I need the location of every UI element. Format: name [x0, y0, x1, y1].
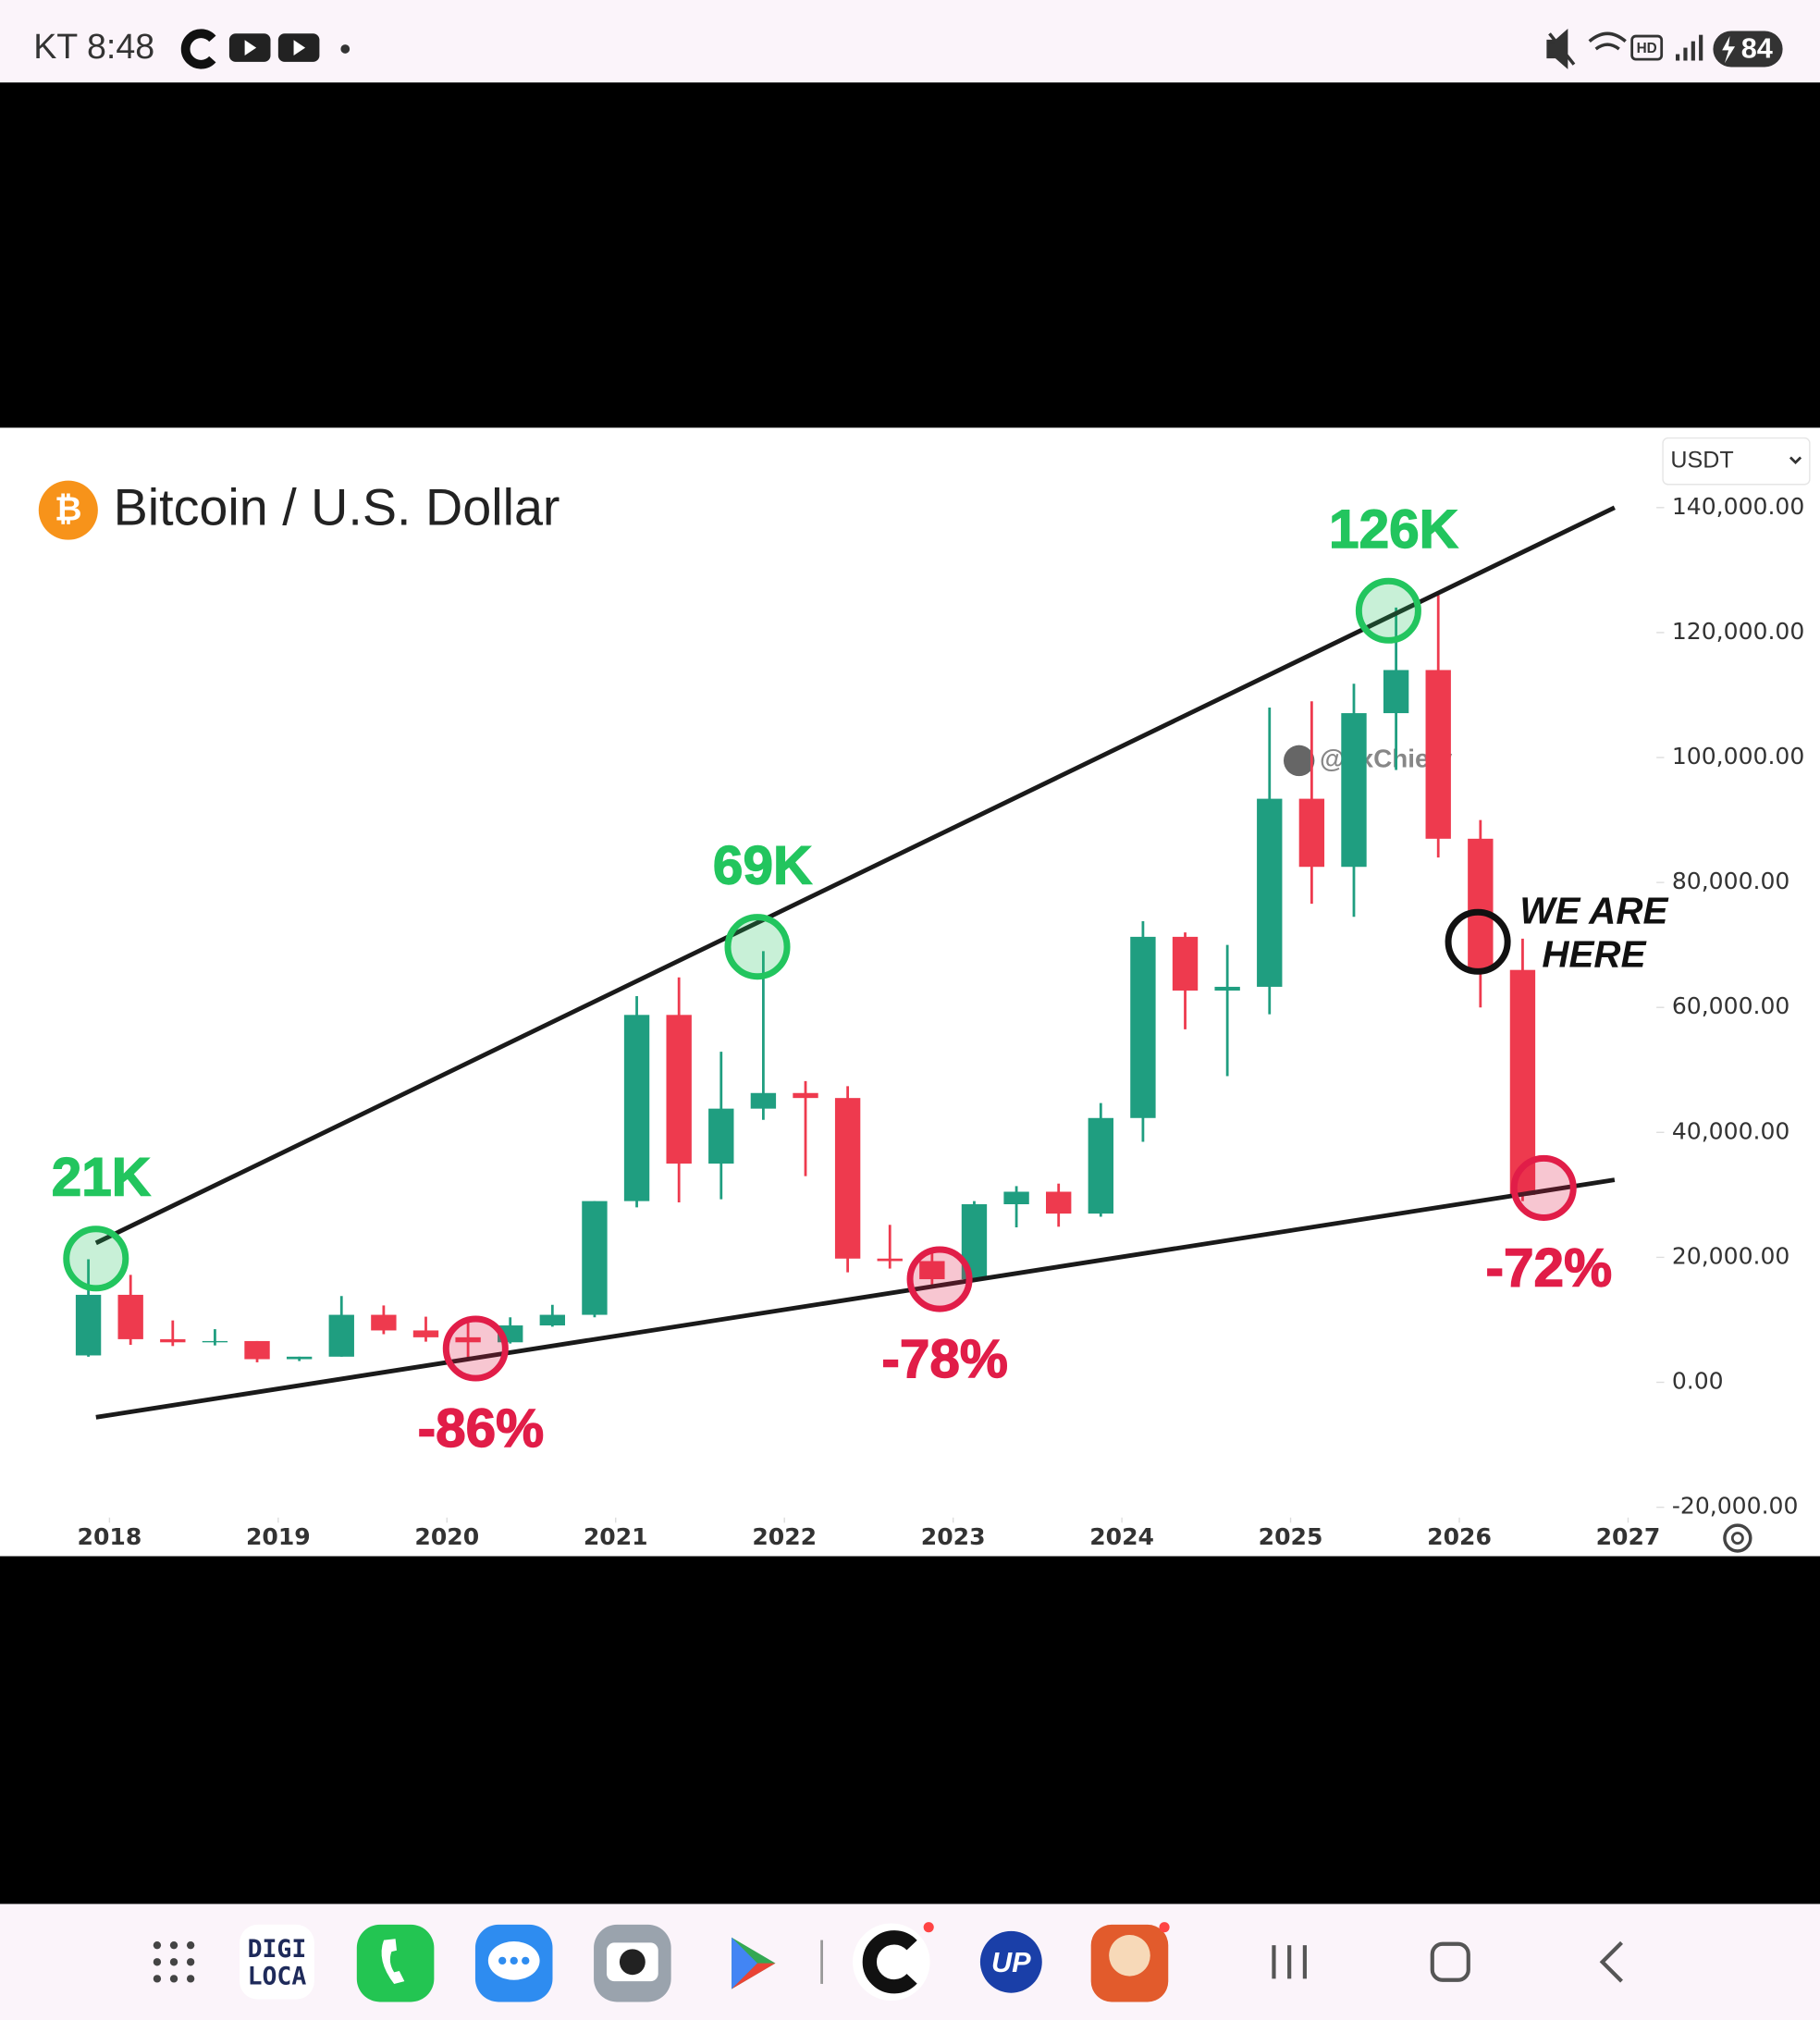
y-tick-label: 0.00 [1672, 1368, 1724, 1395]
annotation-label: 69K [713, 836, 812, 896]
coinone-app[interactable] [853, 1922, 934, 2002]
annotation-circle [1445, 908, 1511, 975]
candle-body [328, 1314, 354, 1357]
annotation-label: HERE [1542, 933, 1646, 976]
annotation-label: WE ARE [1519, 889, 1668, 931]
currency-dropdown[interactable]: USDT [1662, 437, 1811, 486]
x-tick-label: 2023 [921, 1523, 986, 1550]
trend-line [94, 505, 1616, 1246]
annotation-label: 126K [1329, 499, 1458, 560]
back-button[interactable] [1599, 1940, 1623, 1983]
phone-app[interactable] [356, 1924, 435, 2002]
candle-body [202, 1340, 228, 1343]
annotation-circle [724, 914, 791, 980]
recent-apps-button[interactable] [1272, 1945, 1307, 1979]
y-tick-label: 20,000.00 [1672, 1242, 1790, 1269]
y-tick-label: 140,000.00 [1672, 493, 1805, 520]
game-app[interactable] [1090, 1922, 1170, 2002]
letterbox-top [0, 82, 1820, 428]
annotation-circle [442, 1315, 509, 1382]
y-tick-label: 120,000.00 [1672, 618, 1805, 645]
annotation-label: -72% [1486, 1238, 1613, 1298]
x-tick-label: 2021 [584, 1523, 648, 1550]
bitcoin-logo-glyph: ₿ [55, 490, 82, 528]
camera-app[interactable] [594, 1924, 671, 2002]
candle-body [1088, 1117, 1113, 1214]
candle-body [1130, 936, 1156, 1118]
candle-body [1298, 798, 1325, 868]
x-tick-label: 2022 [752, 1523, 817, 1550]
candle-body [1468, 838, 1494, 970]
annotation-circle [1355, 577, 1421, 644]
trend-line [95, 1177, 1616, 1420]
messages-app[interactable] [474, 1924, 553, 2002]
app-drawer[interactable] [153, 1940, 195, 1983]
annotation-label: -78% [881, 1329, 1008, 1389]
candle-body [160, 1338, 186, 1343]
y-tick-label: 100,000.00 [1672, 743, 1805, 770]
candle-body [877, 1258, 903, 1262]
settings-gear[interactable] [1723, 1523, 1752, 1553]
candle-body [1046, 1191, 1072, 1214]
home-button[interactable] [1430, 1941, 1470, 1982]
candle-body [244, 1340, 270, 1360]
svg-text:UP: UP [991, 1947, 1031, 1978]
candle-body [75, 1294, 102, 1356]
y-tick-label: 60,000.00 [1672, 992, 1790, 1019]
letterbox-bottom [0, 1556, 1820, 1904]
candle-body [539, 1314, 566, 1326]
candle-body [1214, 986, 1240, 991]
x-tick-label: 2020 [414, 1523, 479, 1550]
annotation-label: -86% [418, 1398, 545, 1459]
candle-body [919, 1261, 945, 1280]
candle-body [1172, 936, 1199, 991]
x-tick-label: 2019 [246, 1523, 311, 1550]
y-tick-label: 40,000.00 [1672, 1117, 1790, 1144]
candle-body [1383, 670, 1409, 714]
candle-body [1509, 969, 1536, 1195]
svg-text:HD: HD [1637, 41, 1657, 56]
candle-body [834, 1098, 861, 1259]
candle-body [666, 1015, 692, 1164]
digilocker-app[interactable]: DIGI LOCA [240, 1924, 314, 2000]
bitcoin-logo [38, 480, 98, 540]
play-store-app[interactable] [732, 1937, 776, 1989]
candle-body [371, 1314, 397, 1331]
candle-body [708, 1108, 734, 1164]
status-time: KT 8:48 [33, 27, 154, 66]
x-tick-label: 2026 [1427, 1523, 1492, 1550]
candle-body [455, 1336, 481, 1343]
status-icons: HD [180, 29, 1783, 69]
candle-body [412, 1330, 439, 1337]
app-label: LOCA [248, 1962, 307, 1990]
watermark-icon [1283, 745, 1315, 777]
y-tick-label: 80,000.00 [1672, 868, 1790, 894]
app-label: DIGI [248, 1935, 307, 1964]
annotation-circle [63, 1226, 129, 1292]
candle-body [1257, 798, 1283, 987]
candle-body [1425, 670, 1451, 839]
upbit-app[interactable]: UP [979, 1930, 1042, 1993]
x-tick-label: 2025 [1259, 1523, 1323, 1550]
plot: -20,000.00 0.00 20,000.00 40,000.00 60,000.0… [51, 493, 1805, 1550]
candle-body [117, 1294, 143, 1339]
candle-body [582, 1201, 608, 1315]
x-tick-label: 2027 [1596, 1523, 1661, 1550]
candle-body [1341, 713, 1367, 868]
currency-label: USDT [1670, 447, 1733, 473]
candle-body [1003, 1191, 1029, 1204]
y-tick-label: -20,000.00 [1672, 1493, 1799, 1520]
x-tick-label: 2024 [1089, 1523, 1154, 1550]
x-tick-label: 2018 [78, 1523, 142, 1550]
candle-body [623, 1015, 650, 1201]
candle-body [286, 1356, 313, 1360]
candle-body [793, 1092, 818, 1099]
battery-level: 84 [1741, 32, 1773, 64]
annotation-circle [906, 1246, 973, 1312]
candle-body [750, 1092, 777, 1109]
annotation-label: 21K [52, 1148, 151, 1208]
chart-title: Bitcoin / U.S. Dollar [114, 479, 560, 536]
annotation-circle [1510, 1154, 1577, 1221]
